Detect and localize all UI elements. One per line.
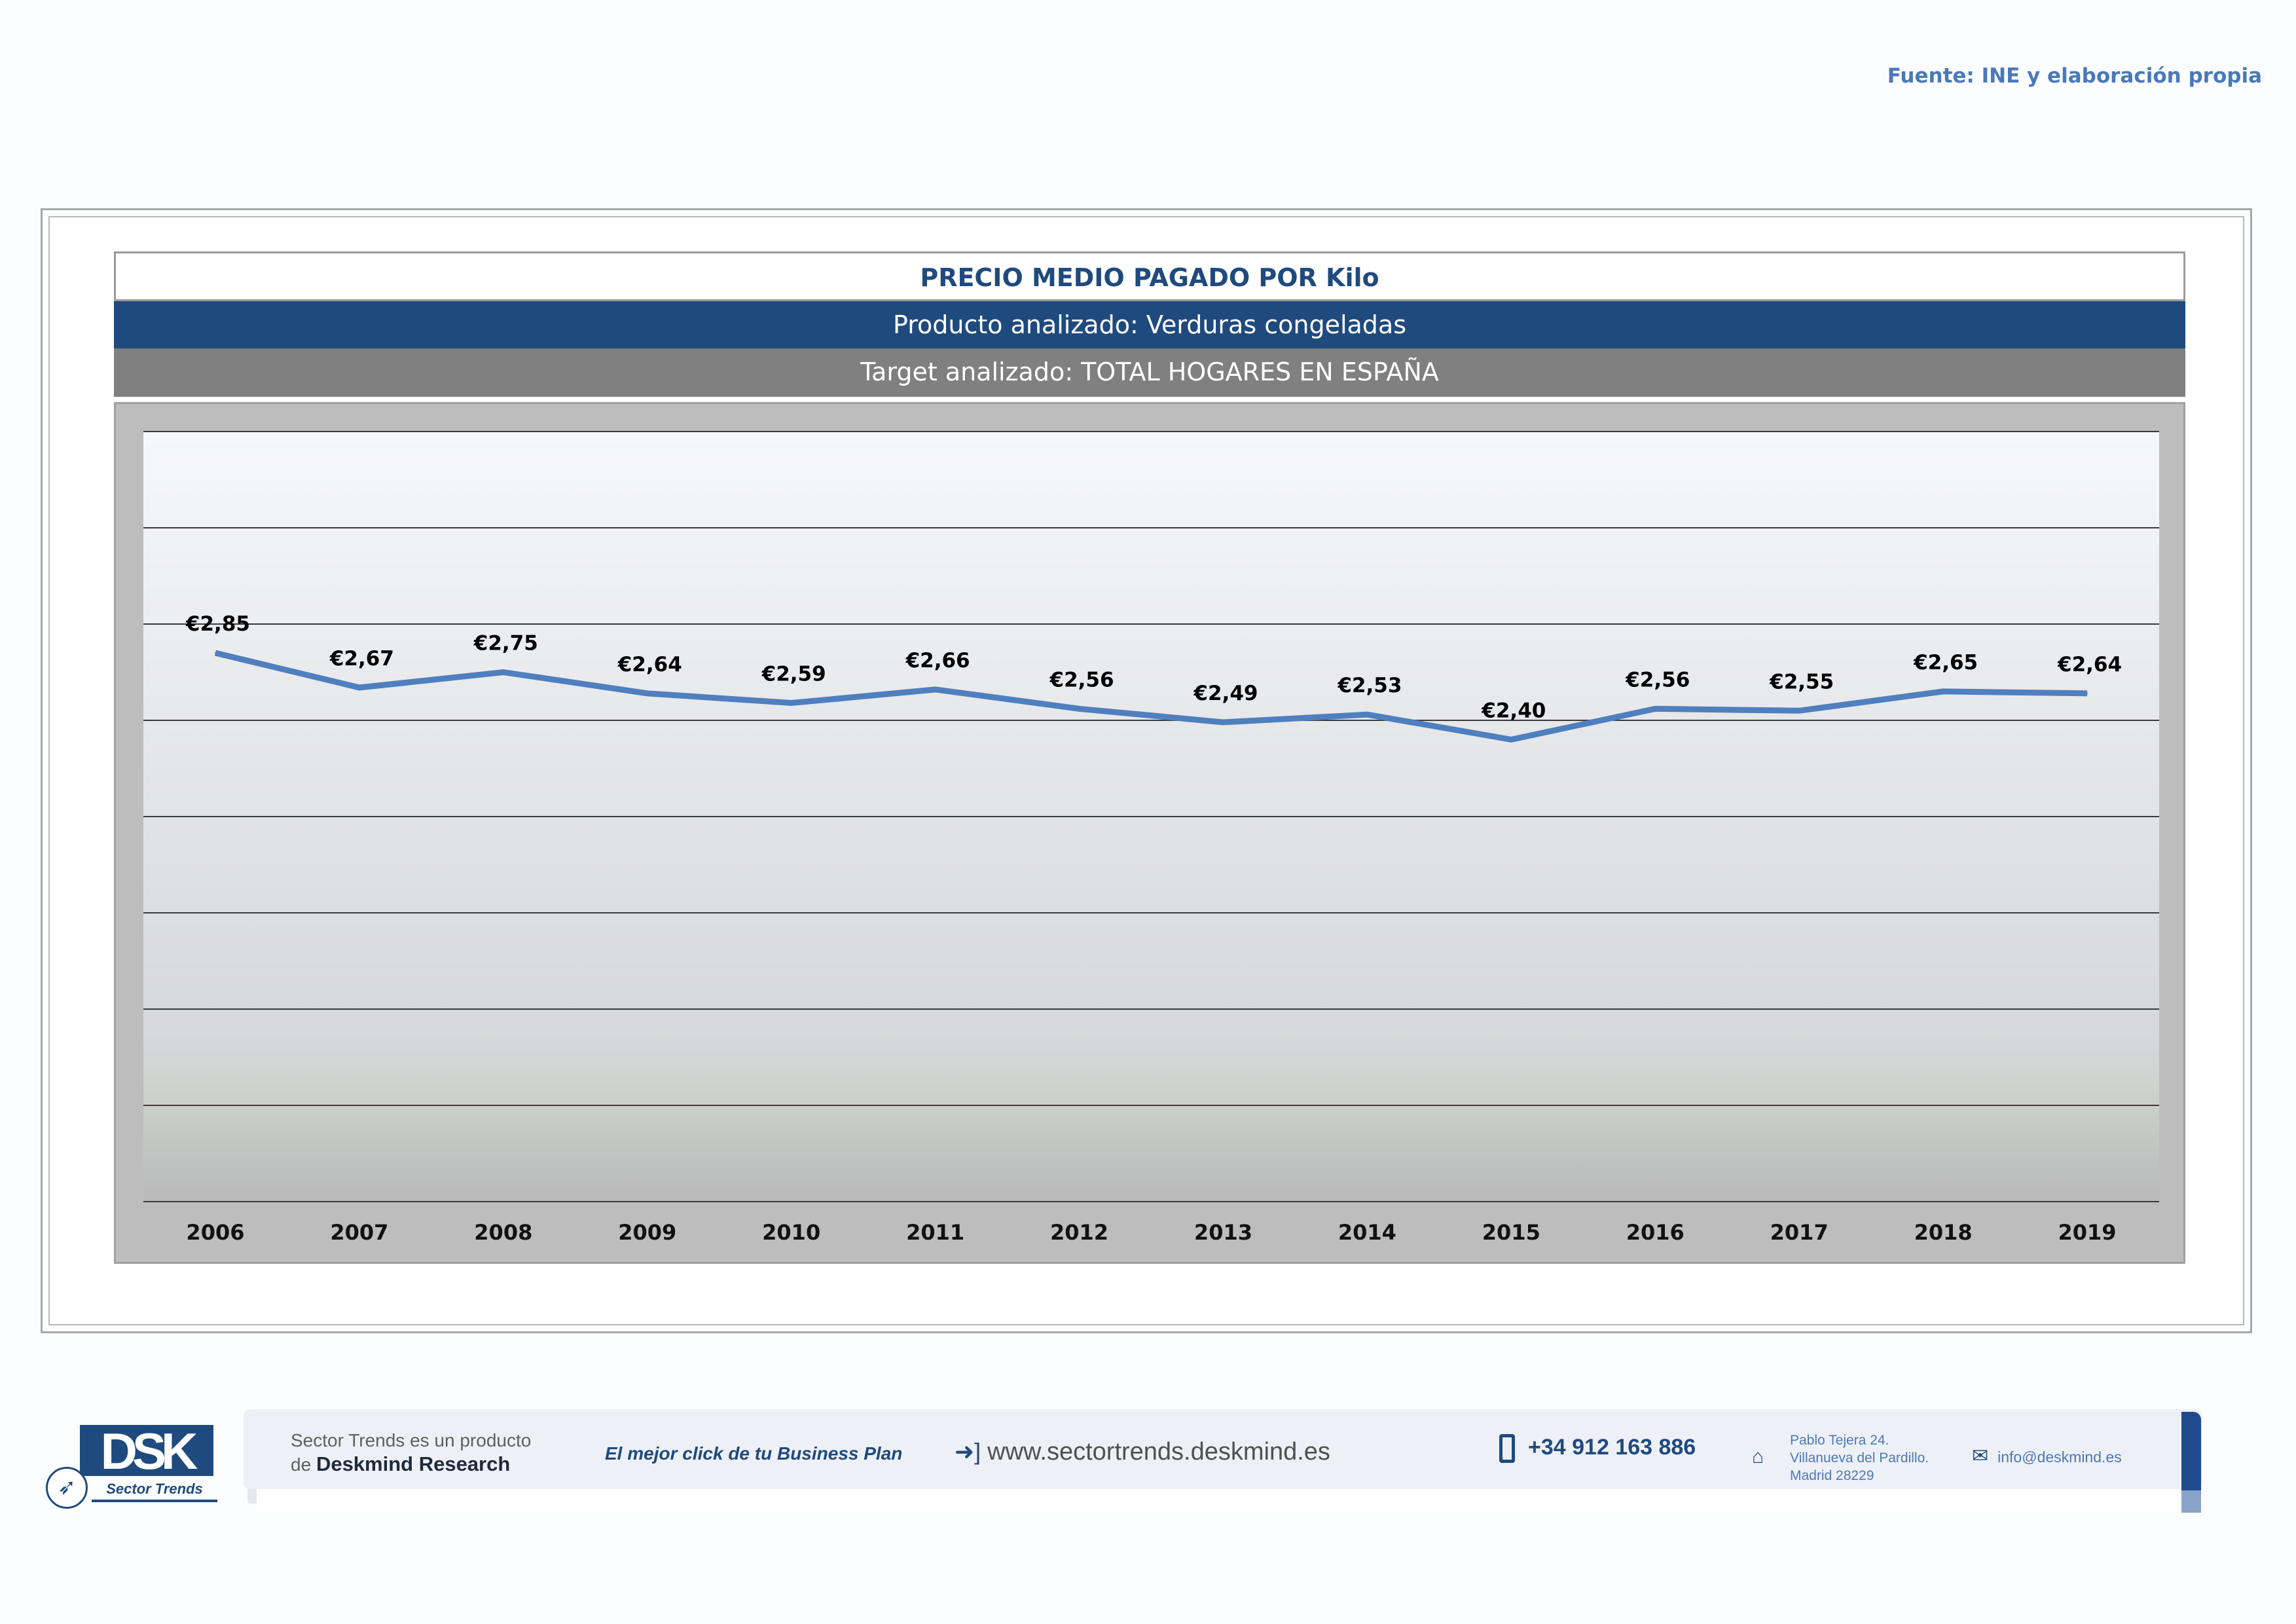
data-point (1078, 708, 1080, 710)
data-point (1942, 690, 1944, 692)
price-line-chart: 2006 2007 2008 2009 2010 2011 2012 2013 2014 2015… (143, 431, 2159, 1245)
x-tick-label: 2012 (1050, 1220, 1108, 1245)
x-tick-label: 2009 (618, 1220, 676, 1245)
x-tick-label: 2013 (1194, 1220, 1252, 1245)
tagline-prefix: de (291, 1454, 312, 1475)
data-point (1510, 739, 1512, 741)
data-label: €2,64 (617, 653, 682, 676)
data-label: €2,67 (329, 647, 394, 671)
address-text: Pablo Tejera 24. Villanueva del Pardillo… (1790, 1433, 1929, 1483)
arrow-login-icon: ➜] (955, 1438, 981, 1465)
chart-area: 2006 2007 2008 2009 2010 2011 2012 2013 2014 2015… (114, 402, 2185, 1264)
slogan: El mejor click de tu Business Plan (605, 1443, 903, 1464)
x-tick-label: 2008 (474, 1220, 532, 1245)
data-label: €2,59 (761, 663, 826, 686)
data-point (358, 687, 360, 689)
target-banner: Target analizado: TOTAL HOGARES EN ESPAÑ… (114, 348, 2185, 397)
data-label: €2,56 (1625, 668, 1690, 692)
data-point (2086, 692, 2088, 694)
email-link[interactable]: ✉ info@deskmind.es (1972, 1445, 2122, 1467)
footer-accent (2181, 1412, 2201, 1490)
data-point (1366, 714, 1368, 716)
tagline-line1: Sector Trends es un producto (291, 1430, 532, 1450)
phone-icon (1499, 1434, 1515, 1463)
data-point (502, 671, 504, 673)
logo-subtitle: Sector Trends (92, 1479, 217, 1502)
footer-bar (244, 1409, 2202, 1489)
x-tick-label: 2015 (1482, 1220, 1540, 1245)
data-label: €2,66 (905, 649, 970, 673)
home-icon: ⌂ (1752, 1446, 1764, 1467)
logo-mark: DSK (80, 1425, 213, 1477)
x-tick-label: 2016 (1626, 1220, 1685, 1245)
data-point (214, 652, 216, 654)
dsk-logo: DSK Sector Trends ➶ (43, 1425, 220, 1509)
x-tick-label: 2018 (1914, 1220, 1973, 1245)
data-label: €2,56 (1049, 668, 1114, 692)
website-text: www.sectortrends.deskmind.es (987, 1438, 1330, 1466)
outer-frame (41, 208, 2252, 1333)
phone-link[interactable]: +34 912 163 886 (1499, 1434, 1696, 1463)
footer-bottom-strip (257, 1489, 2183, 1513)
envelope-icon: ✉ (1972, 1445, 1989, 1467)
data-point (1654, 708, 1656, 710)
data-label: €2,53 (1337, 674, 1402, 697)
website-link[interactable]: ➜] www.sectortrends.deskmind.es (955, 1438, 1330, 1466)
source-note: Fuente: INE y elaboración propia (1887, 64, 2262, 88)
chart-title: PRECIO MEDIO PAGADO POR Kilo (114, 251, 2185, 301)
data-point (646, 692, 648, 694)
series-line (214, 650, 2088, 743)
data-label: €2,75 (473, 632, 538, 655)
x-tick-label: 2019 (2058, 1220, 2117, 1245)
x-tick-label: 2017 (1770, 1220, 1829, 1245)
x-tick-label: 2014 (1338, 1220, 1396, 1245)
rocket-icon: ➶ (46, 1467, 88, 1509)
data-point (934, 688, 936, 690)
x-tick-label: 2007 (330, 1220, 388, 1245)
data-label: €2,85 (185, 612, 250, 636)
data-point (1222, 721, 1224, 723)
data-label: €2,64 (2057, 653, 2122, 676)
x-tick-label: 2006 (186, 1220, 244, 1245)
data-label: €2,65 (1913, 651, 1978, 674)
data-label: €2,49 (1193, 682, 1258, 705)
data-point (1798, 710, 1800, 712)
tagline-brand: Deskmind Research (316, 1452, 511, 1475)
footer-accent-lower (2181, 1490, 2201, 1513)
phone-text: +34 912 163 886 (1528, 1434, 1696, 1460)
x-tick-label: 2010 (762, 1220, 820, 1245)
x-tick-label: 2011 (906, 1220, 964, 1245)
data-label: €2,55 (1769, 670, 1834, 693)
data-label: €2,40 (1481, 699, 1546, 722)
data-point (790, 702, 792, 704)
product-banner: Producto analizado: Verduras congeladas (114, 301, 2185, 348)
email-text: info@deskmind.es (1997, 1449, 2122, 1466)
tagline-line2: de Deskmind Research (291, 1452, 510, 1476)
